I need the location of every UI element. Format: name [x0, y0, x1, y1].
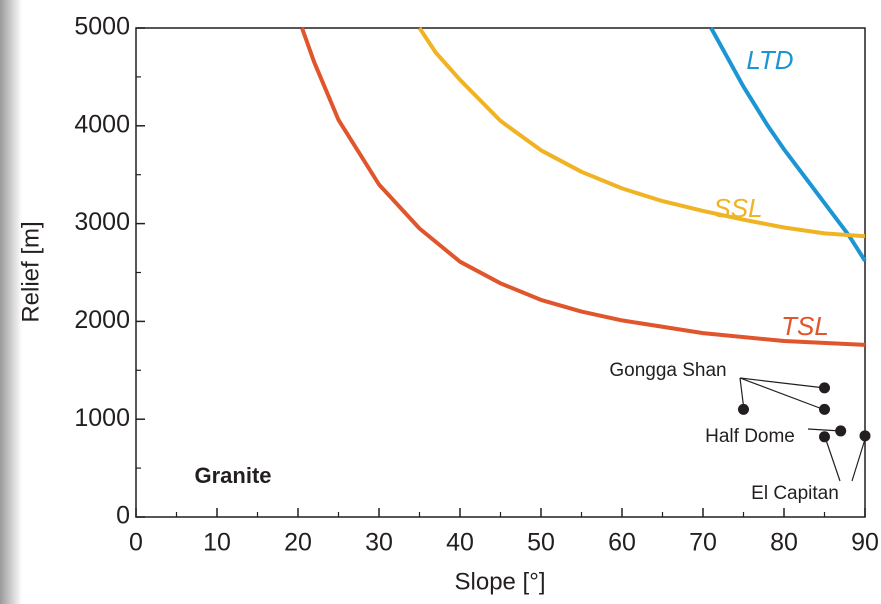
y-tick-label: 1000	[74, 404, 130, 432]
annotation: Gongga Shan	[609, 360, 726, 381]
data-point	[819, 382, 830, 394]
annotation: Granite	[194, 463, 271, 488]
leader-line	[739, 377, 826, 411]
data-point	[835, 425, 847, 437]
data-point	[819, 403, 830, 415]
y-tick-label: 5000	[74, 13, 130, 41]
annotation: El Capitan	[751, 483, 839, 504]
x-tick-label: 80	[770, 529, 798, 557]
y-tick-label: 3000	[74, 208, 130, 236]
y-tick-label: 0	[116, 502, 130, 530]
curve	[300, 27, 866, 347]
data-point	[819, 431, 830, 443]
x-tick-label: 30	[365, 529, 393, 557]
data-point	[738, 403, 749, 415]
curve-label: TSL	[781, 311, 829, 341]
background-texture	[0, 0, 22, 604]
leader-line	[824, 436, 841, 482]
leader-line	[739, 377, 826, 389]
curve-label: SSL	[713, 193, 762, 223]
x-tick-label: 90	[851, 529, 879, 557]
curve	[417, 26, 866, 239]
leader-line	[851, 435, 867, 482]
y-axis-title: Relief [m]	[17, 221, 44, 322]
x-tick-label: 40	[446, 529, 474, 557]
x-tick-label: 0	[129, 529, 143, 557]
y-tick-label: 4000	[74, 110, 130, 138]
curve-label: LTD	[746, 45, 793, 75]
x-tick-label: 70	[689, 529, 717, 557]
curve	[709, 27, 867, 262]
x-tick-label: 60	[608, 529, 636, 557]
y-tick-label: 2000	[74, 306, 130, 334]
x-tick-label: 20	[284, 529, 312, 557]
annotation: Half Dome	[705, 426, 795, 447]
x-axis-title: Slope [°]	[455, 568, 546, 595]
x-tick-label: 50	[527, 529, 555, 557]
x-tick-label: 10	[203, 529, 231, 557]
data-point	[859, 430, 871, 442]
